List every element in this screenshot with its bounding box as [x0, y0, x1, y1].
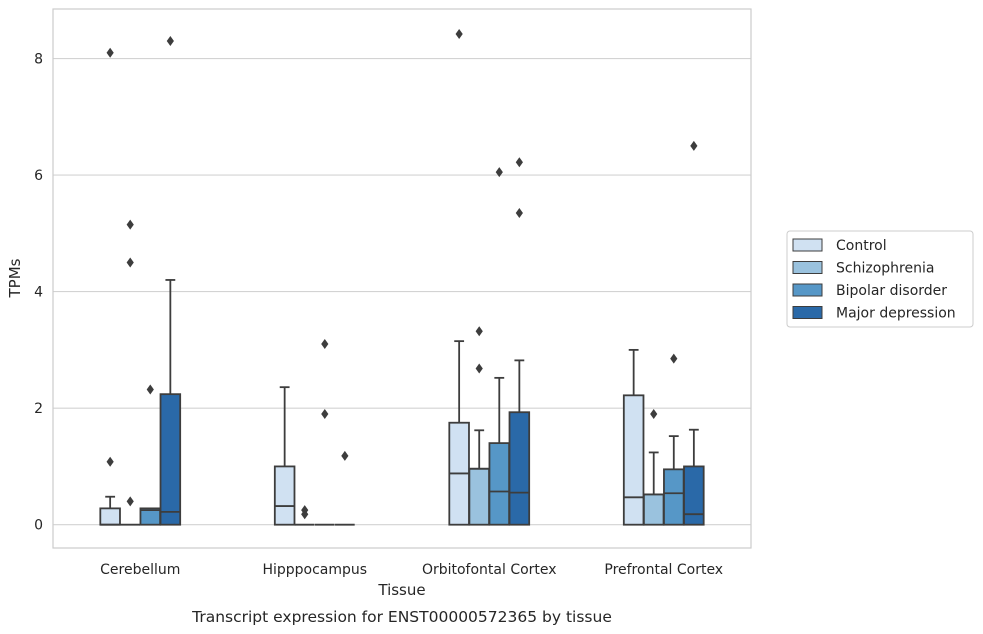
box-control — [622, 348, 645, 526]
legend-label: Control — [836, 238, 887, 254]
box-schizophrenia — [642, 408, 665, 526]
box-body — [468, 467, 490, 526]
box-body — [273, 465, 296, 526]
outlier-point — [475, 363, 483, 374]
outlier-point — [126, 257, 134, 268]
x-tick-label: Orbitofontal Cortex — [422, 562, 557, 578]
box-control — [99, 47, 121, 526]
outlier-point — [321, 408, 329, 419]
x-tick-label: Cerebellum — [100, 562, 180, 578]
box-body — [99, 507, 121, 526]
outlier-point — [301, 505, 309, 516]
outlier-point — [475, 326, 483, 337]
box-body — [642, 493, 665, 526]
box-control — [448, 29, 470, 526]
legend-swatch — [792, 283, 823, 297]
box-schizophrenia — [468, 326, 490, 526]
legend: Control Schizophrenia Bipolar disorder Majo… — [786, 230, 974, 328]
y-tick-label: 0 — [34, 518, 43, 534]
outlier-point — [166, 36, 174, 47]
box-body — [622, 394, 645, 526]
box-body — [159, 393, 182, 526]
grid-lines — [53, 57, 751, 526]
outlier-point — [106, 47, 114, 58]
legend-swatch — [792, 306, 823, 319]
legend-frame — [786, 230, 974, 328]
box-bipolar-disorder — [663, 353, 685, 526]
box-body — [663, 468, 685, 526]
box-major-depression — [159, 36, 182, 526]
legend-label: Bipolar disorder — [836, 283, 947, 299]
outlier-point — [106, 456, 114, 467]
box-body — [488, 442, 511, 526]
box-body — [508, 411, 531, 526]
box-control — [273, 386, 296, 526]
box-bipolar-disorder — [139, 384, 162, 526]
x-axis-label: Tissue — [377, 581, 425, 599]
box-plot-marks — [99, 29, 705, 526]
legend-swatch — [792, 238, 823, 252]
outlier-point — [126, 496, 134, 507]
chart-caption: Transcript expression for ENST0000057236… — [191, 608, 612, 626]
outlier-point — [146, 384, 154, 395]
y-tick-label: 2 — [34, 401, 43, 417]
y-axis-label: TPMs — [6, 258, 24, 298]
y-tick-label: 4 — [34, 285, 43, 301]
outlier-point — [690, 140, 698, 151]
legend-swatch — [792, 261, 823, 274]
box-schizophrenia — [120, 219, 141, 526]
x-tick-label: Hipppocampus — [262, 562, 367, 578]
box-major-depression — [508, 157, 531, 526]
outlier-point — [455, 29, 463, 40]
outlier-point — [515, 207, 523, 218]
box-bipolar-disorder — [488, 167, 511, 526]
box-major-depression — [335, 450, 355, 526]
outlier-point — [495, 167, 503, 178]
x-tick-label: Prefrontal Cortex — [604, 562, 723, 578]
outlier-point — [650, 408, 658, 419]
legend-label: Major depression — [836, 306, 956, 322]
legend-label: Schizophrenia — [836, 261, 934, 277]
box-body — [683, 465, 705, 526]
y-axis-ticks: 0 2 4 6 8 — [34, 52, 43, 534]
y-tick-label: 8 — [34, 52, 43, 68]
box-major-depression — [683, 140, 705, 526]
outlier-point — [126, 219, 134, 230]
outlier-point — [670, 353, 678, 364]
box-bipolar-disorder — [314, 339, 335, 526]
y-tick-label: 6 — [34, 168, 43, 184]
outlier-point — [321, 339, 329, 350]
outlier-point — [515, 157, 523, 168]
x-axis-ticks: Cerebellum Hipppocampus Orbitofontal Corte… — [100, 562, 723, 578]
plot-frame — [52, 8, 752, 549]
box-schizophrenia — [294, 505, 315, 526]
outlier-point — [341, 450, 349, 461]
